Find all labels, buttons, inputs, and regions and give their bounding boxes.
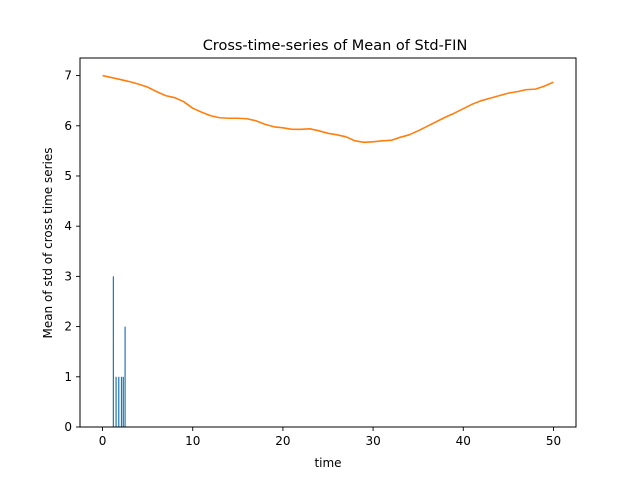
- x-tick-label: 0: [99, 434, 107, 448]
- y-tick-label: 3: [64, 269, 72, 283]
- x-tick-label: 20: [275, 434, 290, 448]
- y-axis: 0 1 2 3 4 5 6 7: [64, 69, 80, 434]
- x-axis-label: time: [314, 456, 341, 470]
- x-tick-label: 50: [546, 434, 561, 448]
- y-tick-label: 4: [64, 219, 72, 233]
- x-tick-label: 30: [365, 434, 380, 448]
- bar: [115, 376, 117, 427]
- chart-title: Cross-time-series of Mean of Std-FIN: [203, 38, 468, 54]
- x-tick-label: 10: [185, 434, 200, 448]
- y-tick-label: 1: [64, 370, 72, 384]
- bar: [118, 376, 120, 427]
- x-tick-label: 40: [456, 434, 471, 448]
- line-series: [102, 74, 554, 144]
- bar: [112, 276, 114, 427]
- series-line: [102, 74, 554, 144]
- y-tick-label: 5: [64, 169, 72, 183]
- bar-series: [112, 276, 126, 427]
- y-axis-label: Mean of std of cross time series: [41, 147, 55, 338]
- y-tick-label: 2: [64, 320, 72, 334]
- axes-frame: [79, 57, 577, 428]
- y-tick-label: 0: [64, 420, 72, 434]
- y-tick-label: 7: [64, 69, 72, 83]
- y-tick-label: 6: [64, 119, 72, 133]
- bar: [124, 326, 126, 427]
- bar: [122, 376, 124, 427]
- bar: [120, 376, 123, 427]
- x-axis: 0 10 20 30 40 50: [99, 427, 561, 448]
